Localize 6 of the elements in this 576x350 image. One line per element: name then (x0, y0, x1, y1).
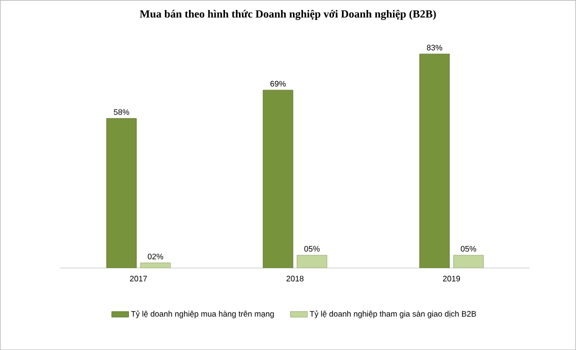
chart-title: Mua bán theo hình thức Doanh nghiệp với Doanh nghiệp (B2B) (140, 10, 436, 20)
bar (419, 54, 450, 268)
bar (296, 255, 327, 268)
bar (453, 254, 484, 268)
bar (262, 90, 294, 268)
bar (106, 118, 137, 268)
